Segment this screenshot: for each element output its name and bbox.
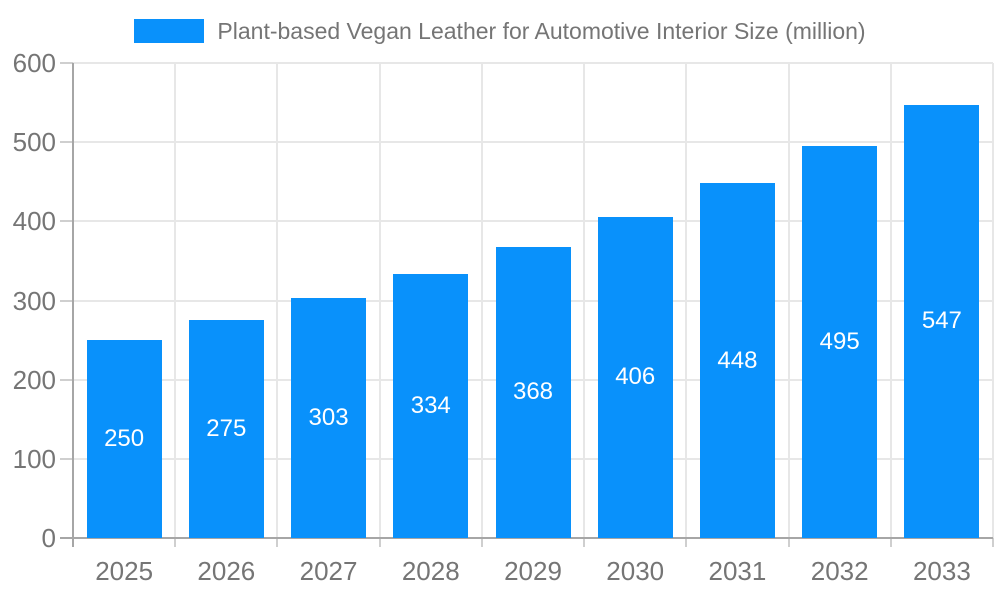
x-tick-mark: [992, 538, 994, 547]
y-tick-label: 600: [12, 48, 56, 78]
h-gridline: [73, 220, 993, 223]
v-gridline: [787, 63, 790, 538]
bar-value-label: 303: [308, 404, 349, 432]
v-gridline: [276, 63, 279, 538]
x-tick-mark: [583, 538, 586, 547]
x-tick-label: 2031: [708, 556, 767, 586]
bar-value-label: 547: [921, 307, 962, 335]
h-gridline: [73, 62, 993, 64]
bar-value-label: 495: [819, 328, 860, 356]
y-tick-label: 200: [12, 364, 56, 395]
bar: 547: [904, 104, 980, 538]
bar-value-label: 275: [206, 415, 247, 443]
y-tick-mark: [60, 299, 73, 302]
y-tick-label: 100: [12, 443, 56, 474]
x-tick-label: 2029: [504, 556, 562, 586]
v-gridline: [583, 63, 586, 538]
bar: 275: [188, 320, 264, 538]
v-gridline: [992, 63, 994, 538]
x-tick-mark: [276, 538, 279, 547]
y-tick-mark: [60, 141, 73, 144]
y-tick-mark: [60, 378, 73, 381]
v-gridline: [378, 63, 381, 538]
x-tick-label: 2030: [606, 556, 665, 586]
chart-title: Plant-based Vegan Leather for Automotive…: [217, 18, 866, 44]
bar: 495: [802, 146, 878, 538]
bar: 334: [393, 273, 469, 538]
v-gridline: [174, 63, 177, 538]
y-tick-mark: [60, 62, 73, 64]
x-tick-mark: [174, 538, 177, 547]
x-tick-mark: [685, 538, 688, 547]
x-tick-label: 2033: [912, 556, 971, 586]
bar: 303: [291, 298, 367, 538]
bar: 448: [699, 183, 775, 538]
v-gridline: [889, 63, 892, 538]
legend-swatch: [134, 19, 205, 43]
x-tick-mark: [787, 538, 790, 547]
bar-value-label: 406: [615, 363, 656, 391]
bar-value-label: 368: [512, 378, 554, 406]
bar-value-label: 448: [717, 346, 758, 374]
x-axis-line: [60, 537, 993, 539]
bar: 250: [86, 340, 162, 538]
y-axis-line: [72, 63, 74, 547]
y-tick-label: 300: [12, 285, 56, 316]
x-tick-label: 2032: [810, 556, 869, 586]
x-tick-label: 2026: [197, 556, 256, 586]
y-tick-mark: [60, 220, 73, 223]
h-gridline: [73, 141, 993, 144]
y-tick-label: 500: [12, 127, 56, 158]
x-tick-mark: [378, 538, 381, 547]
v-gridline: [685, 63, 688, 538]
x-tick-mark: [889, 538, 892, 547]
x-tick-label: 2025: [95, 556, 154, 586]
y-tick-label: 0: [41, 523, 56, 553]
bar: 406: [597, 216, 673, 538]
y-tick-label: 400: [12, 206, 56, 237]
y-tick-mark: [60, 457, 73, 460]
v-gridline: [480, 63, 483, 538]
bar: 368: [495, 246, 571, 538]
bar-value-label: 334: [410, 391, 451, 419]
legend: Plant-based Vegan Leather for Automotive…: [0, 16, 1000, 46]
x-tick-mark: [480, 538, 483, 547]
bar-value-label: 250: [104, 425, 145, 453]
x-tick-label: 2028: [401, 556, 460, 586]
x-tick-label: 2027: [299, 556, 358, 586]
